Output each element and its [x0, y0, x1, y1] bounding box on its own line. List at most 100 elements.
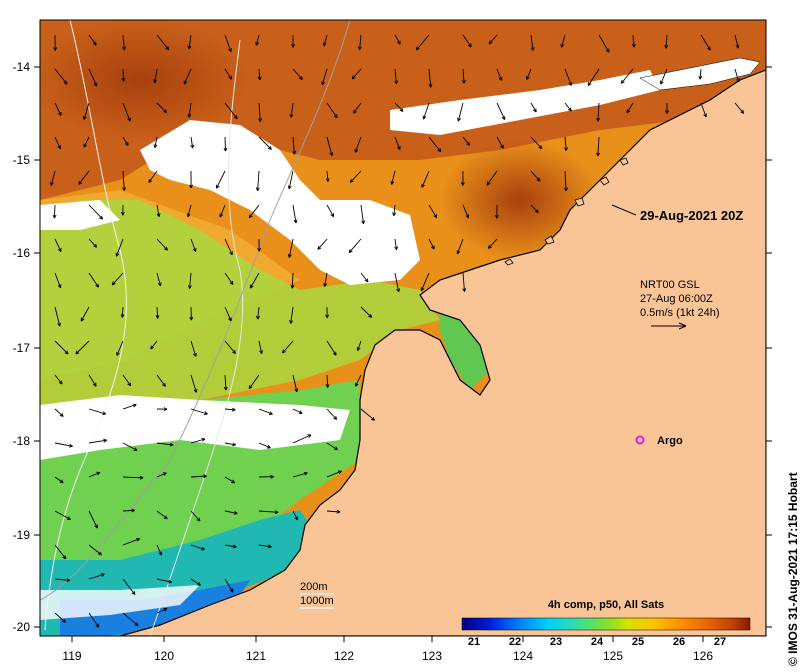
current-arrow-icon: [325, 170, 330, 182]
current-arrow-icon: [54, 612, 66, 623]
current-arrow-icon: [88, 374, 97, 387]
current-arrow-icon: [88, 34, 97, 46]
current-arrow-icon: [82, 102, 90, 120]
current-arrow-icon: [224, 272, 234, 285]
current-arrow-icon: [258, 136, 272, 150]
current-arrow-icon: [150, 340, 158, 350]
lat-tick-label: -18: [13, 434, 31, 448]
current-arrow-icon: [282, 340, 294, 354]
current-arrow-icon: [155, 306, 160, 319]
current-arrow-icon: [290, 272, 295, 289]
current-arrow-icon: [75, 340, 90, 355]
lat-tick-label: -20: [13, 620, 31, 634]
current-arrow-icon: [428, 68, 433, 88]
current-arrow-icon: [122, 612, 139, 627]
current-arrow-icon: [121, 68, 126, 82]
current-arrow-icon: [156, 102, 168, 114]
argo-float-marker-icon: [635, 435, 645, 445]
current-arrow-icon: [53, 34, 58, 51]
current-arrow-icon: [224, 306, 232, 322]
lon-tick-label: 123: [422, 649, 442, 663]
current-arrow-icon: [156, 34, 170, 51]
shelf-edge-line: [40, 20, 351, 601]
date-label: 29-Aug-2021 20Z: [640, 208, 743, 223]
current-arrow-icon: [83, 136, 90, 148]
current-arrow-icon: [287, 170, 294, 190]
current-arrow-icon: [54, 510, 71, 520]
current-arrow-icon: [219, 204, 226, 218]
current-arrow-icon: [156, 442, 174, 447]
current-arrow-icon: [52, 204, 57, 219]
current-arrow-icon: [258, 474, 274, 479]
current-arrow-icon: [415, 34, 430, 51]
current-arrow-icon: [564, 136, 568, 151]
colorbar-tick-label: 27: [714, 636, 726, 648]
current-arrow-icon: [355, 374, 362, 387]
current-arrow-icon: [420, 272, 430, 292]
current-arrow-icon: [394, 34, 401, 45]
current-arrow-icon: [156, 578, 172, 584]
current-arrow-icon: [54, 374, 63, 385]
current-arrow-icon: [88, 471, 101, 478]
isobath-legend-1000m: 1000m: [300, 595, 334, 607]
current-arrow-icon: [351, 68, 362, 80]
current-arrow-icon: [88, 68, 98, 87]
current-arrow-icon: [460, 170, 465, 186]
current-arrow-icon: [462, 136, 471, 146]
current-arrow-icon: [326, 204, 335, 218]
current-arrow-icon: [257, 68, 262, 81]
current-arrow-icon: [292, 510, 299, 521]
current-arrow-icon: [354, 136, 362, 153]
current-arrow-icon: [734, 34, 740, 49]
current-arrow-icon: [187, 34, 192, 50]
current-arrow-icon: [325, 374, 330, 388]
cloud-band-south: [40, 395, 350, 460]
current-legend-line1: NRT00 GSL: [640, 279, 700, 291]
current-arrow-icon: [530, 136, 543, 150]
current-arrow-icon: [122, 537, 141, 546]
current-arrow-icon: [326, 136, 334, 156]
current-arrow-icon: [54, 238, 62, 252]
current-arrow-icon: [700, 102, 707, 118]
colorbar-tick-label: 21: [468, 636, 480, 648]
current-arrow-icon: [224, 102, 238, 120]
current-arrow-icon: [255, 170, 260, 192]
current-arrow-icon: [120, 204, 125, 216]
current-arrow-icon: [88, 272, 99, 288]
current-arrow-icon: [457, 102, 464, 122]
current-arrow-icon: [360, 204, 366, 225]
lat-tick-label: -19: [13, 528, 31, 542]
current-arrow-icon: [292, 136, 297, 155]
cloud-patch-west: [40, 200, 120, 230]
current-arrow-icon: [189, 306, 194, 321]
current-arrow-icon: [156, 374, 166, 387]
current-arrow-icon: [153, 136, 158, 148]
current-arrow-icon: [289, 306, 294, 324]
current-arrow-icon: [122, 442, 138, 451]
current-arrow-icon: [326, 102, 338, 119]
current-arrow-icon: [122, 403, 137, 410]
current-arrow-icon: [258, 510, 279, 515]
current-arrow-icon: [257, 238, 262, 252]
current-arrow-icon: [54, 544, 67, 560]
current-arrow-icon: [292, 471, 308, 478]
current-arrow-icon: [224, 34, 232, 53]
current-arrow-icon: [78, 170, 90, 185]
current-arrow-icon: [348, 238, 362, 254]
current-arrow-icon: [428, 238, 435, 250]
current-arrow-icon: [326, 408, 338, 420]
current-arrow-icon: [292, 204, 298, 224]
current-arrow-icon: [224, 407, 236, 412]
current-arrow-icon: [291, 35, 295, 48]
current-arrow-icon: [461, 68, 466, 84]
current-arrow-icon: [394, 272, 401, 293]
current-arrow-icon: [88, 204, 104, 220]
colorbar-tick-label: 25: [632, 636, 644, 648]
current-arrow-icon: [564, 68, 573, 86]
current-arrow-icon: [54, 442, 73, 448]
current-arrow-icon: [255, 34, 260, 46]
current-arrow-icon: [325, 306, 330, 319]
current-arrow-icon: [734, 68, 740, 83]
current-arrows: [50, 34, 745, 628]
colorbar-tick-label: 23: [550, 636, 562, 648]
